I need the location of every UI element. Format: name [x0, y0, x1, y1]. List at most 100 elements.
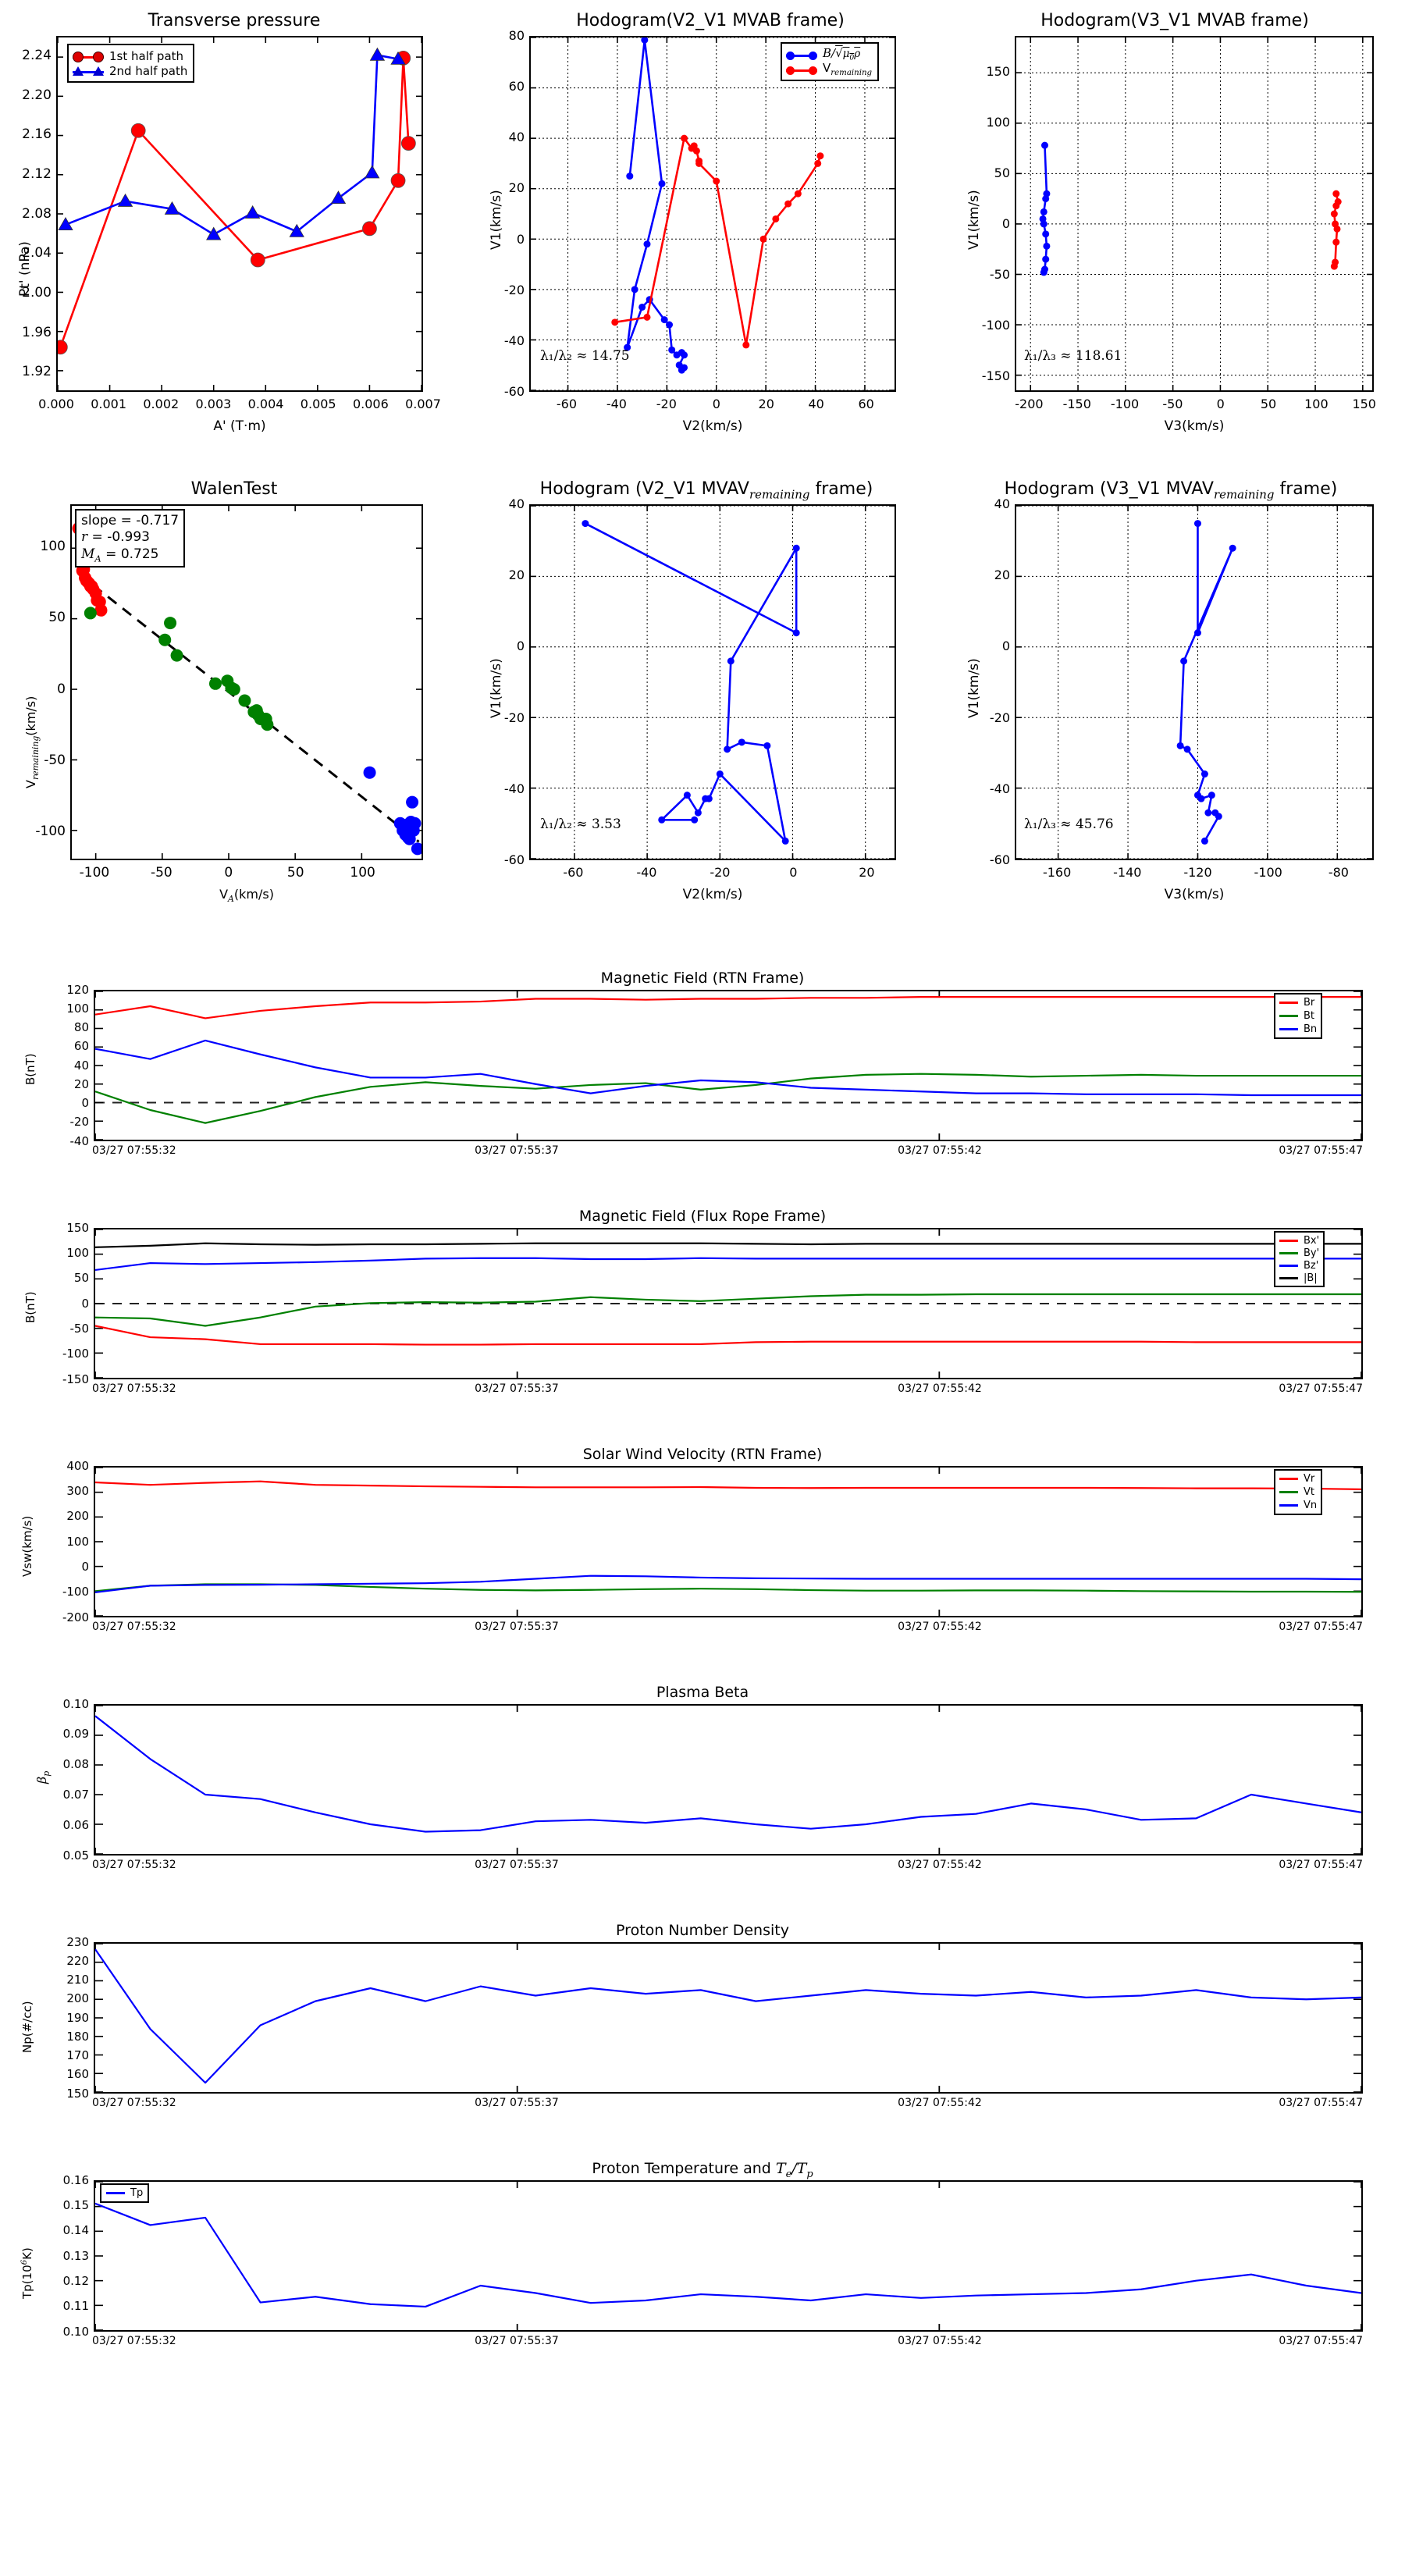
time-tick-label: 03/27 07:55:32	[92, 1382, 176, 1395]
x-tick-label: 50	[1260, 397, 1277, 411]
time-tick-label: 03/27 07:55:42	[898, 1859, 982, 1871]
plot-area	[1015, 36, 1374, 392]
y-tick-label: 200	[66, 1991, 89, 2006]
x-tick-label: 0.000	[38, 397, 74, 411]
y-tick-label: 1.92	[22, 364, 52, 380]
y-tick-label: 230	[66, 1934, 89, 1949]
x-tick-label: -20	[656, 397, 677, 411]
panel-title: Transverse pressure	[148, 11, 321, 30]
y-tick-label: -50	[44, 752, 66, 768]
legend-b-fluxrope[interactable]: Bx' By' Bz' |B|	[1274, 1231, 1325, 1287]
x-tick-label: 150	[1352, 397, 1376, 411]
y-tick-label: 40	[508, 496, 525, 511]
y-tick-label: 170	[66, 2048, 89, 2062]
y-tick-label: -50	[69, 1321, 90, 1336]
y-tick-label: -40	[69, 1133, 90, 1148]
legend-label: Tp	[130, 2187, 144, 2199]
x-tick-label: 60	[858, 397, 874, 411]
b-rtn-svg	[95, 991, 1361, 1140]
y-axis-label: Vremaining(km/s)	[23, 696, 41, 788]
y-tick-label: 100	[66, 1245, 89, 1260]
hodogram4-svg	[1016, 506, 1372, 859]
x-tick-label: 0	[1216, 397, 1225, 411]
y-tick-label: 1.96	[22, 324, 52, 340]
y-tick-label: -200	[62, 1610, 89, 1624]
plot-area	[94, 1466, 1363, 1617]
time-tick-label: 03/27 07:55:37	[475, 2097, 559, 2109]
y-tick-label: 40	[73, 1058, 89, 1073]
legend-label: Bn	[1304, 1023, 1318, 1035]
x-tick-label: 0.004	[247, 397, 284, 411]
y-tick-label: 20	[508, 568, 525, 583]
x-tick-label: 0	[712, 397, 720, 411]
legend-label: |B|	[1304, 1272, 1318, 1284]
y-tick-label: 60	[508, 79, 525, 94]
y-tick-label: 100	[66, 1534, 89, 1549]
y-tick-label: -50	[989, 267, 1010, 283]
legend-marker-blue	[786, 49, 817, 60]
y-tick-label: 220	[66, 1953, 89, 1968]
panel-title: Hodogram(V3_V1 MVAB frame)	[1040, 11, 1309, 30]
x-tick-label: 20	[859, 865, 875, 880]
plot-area	[94, 1942, 1363, 2094]
hodogram2-svg	[1016, 37, 1372, 390]
panel-hodogram-v3v1-mvav: Hodogram (V3_V1 MVAVremaining frame) λ₁/…	[944, 468, 1405, 921]
y-tick-label: -150	[62, 1372, 89, 1386]
panel-magnetic-field-rtn: Magnetic Field (RTN Frame) Br Bt Bn B(nT…	[0, 968, 1405, 1171]
y-tick-label: 400	[66, 1458, 89, 1473]
y-tick-label: 0	[1001, 639, 1010, 654]
x-tick-label: 0.007	[405, 397, 441, 411]
x-tick-label: -100	[1110, 397, 1140, 411]
y-tick-label: 0	[1001, 216, 1010, 232]
panel-title: Hodogram(V2_V1 MVAB frame)	[576, 11, 845, 30]
plot-area	[529, 36, 896, 392]
y-tick-label: 20	[73, 1076, 89, 1091]
y-tick-label: 150	[66, 2086, 89, 2101]
y-tick-label: 0.11	[62, 2299, 89, 2314]
plot-area	[94, 2180, 1363, 2332]
hodogram3-svg	[531, 506, 895, 859]
y-tick-label: 180	[66, 2029, 89, 2044]
x-tick-label: -80	[1328, 865, 1349, 880]
legend-label: Vr	[1304, 1473, 1315, 1485]
y-tick-label: -20	[503, 710, 525, 725]
panel-hodogram-v3v1-mvab: Hodogram(V3_V1 MVAB frame) λ₁/λ₃ ≈ 118.6…	[944, 0, 1405, 453]
legend-label: 2nd half path	[109, 63, 188, 78]
y-tick-label: 50	[73, 1271, 89, 1286]
x-tick-label: -60	[556, 397, 578, 411]
plot-area	[94, 990, 1363, 1141]
y-tick-label: 0.10	[62, 1696, 89, 1711]
plot-area	[1015, 504, 1374, 860]
legend-b-rtn[interactable]: Br Bt Bn	[1274, 993, 1323, 1039]
y-tick-label: 80	[508, 28, 525, 43]
y-tick-label: -40	[989, 781, 1010, 796]
eigenvalue-ratio-annotation: λ₁/λ₃ ≈ 45.76	[1024, 817, 1114, 832]
y-tick-label: -20	[503, 282, 525, 297]
y-tick-label: 2.16	[22, 126, 52, 143]
legend-transverse-pressure[interactable]: 1st half path 2nd half path	[67, 44, 195, 83]
b-fr-svg	[95, 1229, 1361, 1378]
panel-walen-test: WalenTest slope = -0.717 r = -0.993 MA =…	[0, 468, 468, 921]
y-tick-label: -60	[503, 384, 525, 399]
panel-magnetic-field-fluxrope: Magnetic Field (Flux Rope Frame) Bx' By'…	[0, 1206, 1405, 1409]
x-tick-label: 100	[350, 865, 375, 881]
legend-hodogram-mvab[interactable]: B/√μ0ρ Vremaining	[781, 42, 880, 81]
y-tick-label: 2.00	[22, 284, 52, 301]
y-tick-label: -150	[981, 368, 1010, 384]
time-tick-label: 03/27 07:55:42	[898, 2097, 982, 2109]
panel-plasma-beta: Plasma Beta βp 0.05 0.06 0.07 0.08 0.09 0.10 0…	[0, 1682, 1405, 1885]
y-tick-label: 2.04	[22, 245, 52, 262]
legend-vsw[interactable]: Vr Vt Vn	[1274, 1469, 1323, 1515]
legend-tp[interactable]: Tp	[100, 2183, 150, 2203]
x-tick-label: -100	[79, 865, 110, 881]
x-tick-label: -60	[563, 865, 584, 880]
legend-label-vremaining: Vremaining	[823, 61, 873, 77]
legend-label: Bx'	[1304, 1234, 1320, 1247]
time-tick-label: 03/27 07:55:37	[475, 1621, 559, 1633]
time-tick-label: 03/27 07:55:37	[475, 1382, 559, 1395]
time-tick-label: 03/27 07:55:32	[92, 1859, 176, 1871]
eigenvalue-ratio-annotation: λ₁/λ₂ ≈ 3.53	[540, 817, 621, 832]
plot-area	[56, 36, 423, 392]
time-tick-label: 03/27 07:55:37	[475, 2335, 559, 2347]
y-tick-label: 0.13	[62, 2248, 89, 2263]
